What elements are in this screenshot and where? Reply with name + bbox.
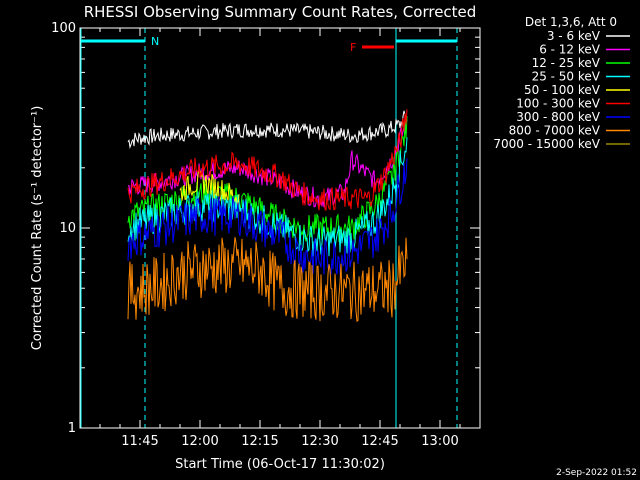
- legend-label: 3 - 6 keV: [547, 29, 601, 43]
- legend-label: 300 - 800 keV: [516, 110, 600, 124]
- y-axis-label: Corrected Count Rate (s⁻¹ detector⁻¹): [30, 106, 45, 351]
- marker-label-n: N: [151, 35, 159, 48]
- x-tick-label: 12:15: [241, 434, 278, 449]
- x-tick-label: 12:00: [181, 434, 218, 449]
- plot-frame: [79, 27, 481, 429]
- series-line-12-25-kev: [127, 116, 408, 242]
- x-tick-label: 12:30: [301, 434, 338, 449]
- series-line-3-6-kev: [127, 110, 408, 150]
- y-tick-label: 100: [51, 21, 76, 36]
- series-line-50-100-kev: [179, 170, 240, 209]
- series-line-300-800-kev: [127, 158, 408, 275]
- series-lines: [127, 109, 408, 323]
- legend-label: 25 - 50 keV: [532, 70, 601, 84]
- legend-label: 100 - 300 keV: [516, 97, 600, 111]
- legend-label: 50 - 100 keV: [524, 83, 601, 97]
- series-line-800-7000-kev: [127, 237, 408, 323]
- legend-label: 800 - 7000 keV: [509, 124, 601, 138]
- x-ticks: 11:45 12:00 12:15 12:30 12:45 13:00: [99, 28, 461, 449]
- legend-label: 7000 - 15000 keV: [493, 137, 600, 151]
- x-tick-label: 13:00: [421, 434, 458, 449]
- legend-label: 12 - 25 keV: [532, 56, 601, 70]
- x-tick-label: 12:45: [361, 434, 398, 449]
- marker-label-f: F: [350, 41, 356, 54]
- y-ticks: 1 10 100: [51, 21, 480, 436]
- x-tick-label: 11:45: [121, 434, 158, 449]
- legend-label: 6 - 12 keV: [539, 43, 601, 57]
- y-tick-label: 1: [68, 421, 76, 436]
- y-tick-label: 10: [59, 221, 76, 236]
- plot-timestamp: 2-Sep-2022 01:52: [556, 468, 637, 478]
- chart-title: RHESSI Observing Summary Count Rates, Co…: [84, 3, 477, 21]
- x-axis-label: Start Time (06-Oct-17 11:30:02): [175, 457, 385, 472]
- series-line-100-300-kev: [127, 109, 408, 212]
- legend-title: Det 1,3,6, Att 0: [525, 15, 617, 29]
